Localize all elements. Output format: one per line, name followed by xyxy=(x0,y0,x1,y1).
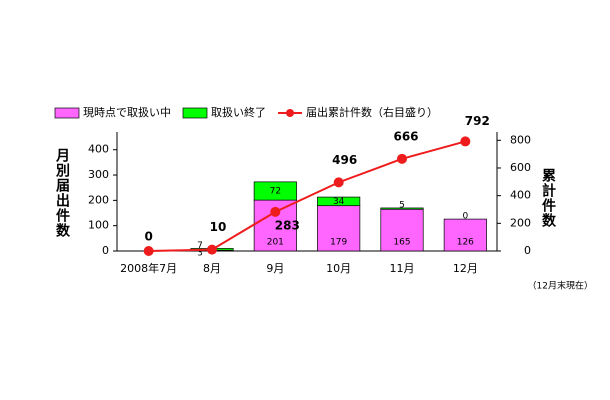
y2-tick-label: 600 xyxy=(510,161,531,174)
y2-tick-label: 800 xyxy=(510,133,531,146)
bar-value-label: 165 xyxy=(393,238,410,248)
legend-swatch xyxy=(54,107,80,119)
bar-value-label: 7 xyxy=(197,241,203,251)
bar-value-label: 126 xyxy=(457,238,474,248)
legend-label: 取扱い終了 xyxy=(211,105,266,119)
x-tick-label: 11月 xyxy=(390,262,415,275)
bar xyxy=(253,199,297,252)
line-value-label: 792 xyxy=(465,114,490,128)
bar-value-label: 72 xyxy=(270,186,281,196)
y2-tick-label: 200 xyxy=(510,216,531,229)
legend-swatch xyxy=(182,107,208,119)
x-tick-label: 12月 xyxy=(453,262,478,275)
line-value-label: 0 xyxy=(144,230,152,244)
line-marker xyxy=(397,153,407,164)
line-marker xyxy=(270,206,281,217)
bar xyxy=(380,208,424,252)
bar-value-label: 201 xyxy=(267,238,284,248)
x-tick-label: 9月 xyxy=(266,262,284,275)
legend-label: 届出累計件数（右目盛り） xyxy=(306,105,438,119)
bar xyxy=(317,196,361,207)
y-tick-label: 200 xyxy=(88,193,109,206)
y-tick-label: 400 xyxy=(88,143,109,156)
y-axis-title: 月別届出件数 xyxy=(54,148,71,238)
y2-axis-title: 累計件数 xyxy=(540,168,556,228)
legend-marker xyxy=(286,109,294,117)
bar-value-label: 34 xyxy=(333,197,345,207)
bar-value-label: 5 xyxy=(399,200,405,210)
x-tick-label: 8月 xyxy=(203,262,221,275)
note: （12月末現在） xyxy=(528,280,593,292)
x-tick-label: 2008年7月 xyxy=(120,261,177,275)
bar xyxy=(443,218,487,252)
y-tick-label: 0 xyxy=(102,244,109,257)
y-tick-label: 100 xyxy=(88,219,109,232)
line-value-label: 496 xyxy=(332,153,357,167)
bar-value-label: 179 xyxy=(330,238,347,248)
line-value-label: 666 xyxy=(393,129,418,143)
bar-value-label: 3 xyxy=(197,249,203,259)
y-tick-label: 300 xyxy=(88,168,109,181)
line-marker xyxy=(460,136,471,147)
y2-tick-label: 400 xyxy=(510,189,531,202)
line-value-label: 10 xyxy=(210,220,227,234)
line-marker xyxy=(333,177,344,188)
bar-value-label: 0 xyxy=(462,212,468,222)
bar xyxy=(253,181,297,201)
x-tick-label: 10月 xyxy=(326,262,351,275)
line-value-label: 283 xyxy=(275,218,300,232)
bar xyxy=(380,207,424,210)
bar xyxy=(317,205,361,252)
line xyxy=(148,140,466,252)
legend-label: 現時点で取扱い中 xyxy=(83,105,171,119)
line-marker xyxy=(207,244,217,255)
y2-tick-label: 0 xyxy=(524,244,531,257)
line-marker xyxy=(143,246,154,256)
